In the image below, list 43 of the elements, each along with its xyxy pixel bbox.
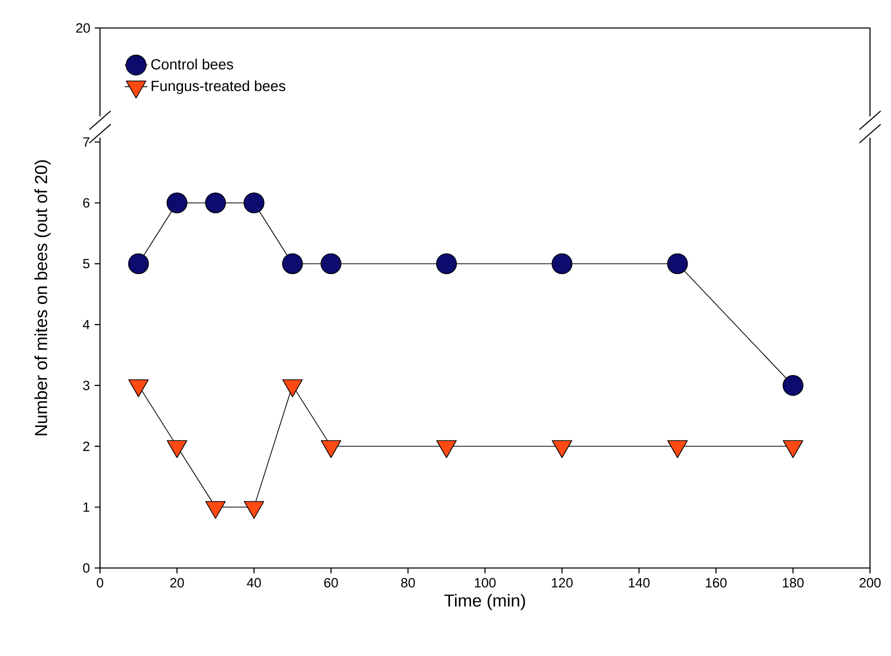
point bbox=[128, 379, 149, 398]
point bbox=[244, 501, 264, 519]
legend-label: Fungus-treated bees bbox=[152, 80, 286, 94]
y-tick-label: 6 bbox=[83, 198, 90, 208]
point bbox=[436, 440, 457, 458]
x-tick-label: 160 bbox=[706, 578, 727, 588]
y-tick-label: 3 bbox=[83, 380, 90, 390]
x-tick-label: 0 bbox=[96, 578, 104, 588]
point bbox=[244, 192, 264, 214]
x-tick-label: 180 bbox=[782, 578, 804, 588]
point bbox=[320, 253, 342, 274]
point bbox=[320, 440, 342, 458]
point bbox=[166, 440, 188, 458]
x-tick-label: 140 bbox=[628, 578, 650, 588]
x-tick-label: 120 bbox=[552, 578, 573, 588]
x-tick-label: 40 bbox=[246, 578, 261, 588]
point bbox=[436, 253, 457, 274]
y-tick-label: 5 bbox=[83, 259, 90, 268]
x-tick-label: 80 bbox=[401, 578, 415, 588]
y-tick-label: 4 bbox=[82, 320, 90, 330]
point bbox=[282, 253, 303, 274]
x-tick-label: 100 bbox=[474, 578, 496, 588]
y-tick-label: 0 bbox=[83, 563, 90, 573]
y-tick-label: 7 bbox=[83, 137, 90, 147]
point bbox=[552, 440, 572, 458]
x-tick-label: 60 bbox=[324, 578, 338, 588]
legend-label: Control bees bbox=[151, 58, 234, 70]
point bbox=[552, 253, 572, 274]
y-tick-label: 1 bbox=[84, 502, 90, 512]
point bbox=[166, 192, 188, 214]
point bbox=[205, 501, 226, 519]
point bbox=[667, 440, 688, 458]
x-tick-label: 20 bbox=[170, 578, 184, 588]
point bbox=[282, 379, 303, 398]
y-axis-title: Number of mites on bees (out of 20) bbox=[34, 160, 51, 436]
y-tick-label: 2 bbox=[83, 442, 90, 451]
point bbox=[128, 253, 149, 274]
point bbox=[205, 192, 226, 214]
text: 20 bbox=[76, 23, 90, 33]
point bbox=[782, 440, 804, 458]
x-tick-label: 200 bbox=[860, 578, 881, 588]
x-axis-title: Time (min) bbox=[444, 594, 525, 610]
point bbox=[667, 253, 688, 274]
